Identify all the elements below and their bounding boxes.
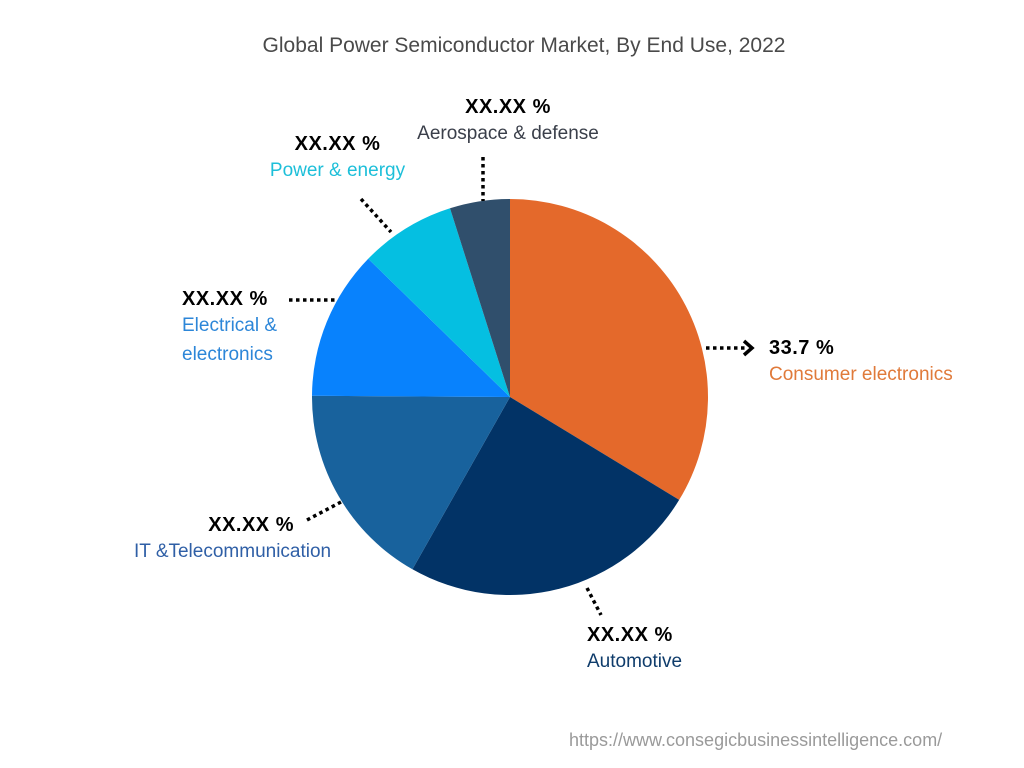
label-it-telecom: XX.XX % IT &Telecommunication	[134, 514, 354, 566]
value-automotive: XX.XX %	[587, 624, 673, 646]
name-consumer-electronics: Consumer electronics	[769, 364, 953, 385]
name-power-energy: Power & energy	[269, 160, 406, 181]
value-power-energy: XX.XX %	[294, 133, 381, 155]
value-electrical-electronics: XX.XX %	[182, 288, 268, 310]
label-electrical-electronics: XX.XX % Electrical & electronics	[182, 288, 277, 369]
arrow-consumer-icon	[742, 339, 755, 357]
label-consumer-electronics: 33.7 % Consumer electronics	[769, 337, 953, 389]
pie-slice-electrical-electronics	[312, 258, 510, 397]
name-electrical-line2: electronics	[182, 344, 273, 365]
pie-slice-power-energy	[368, 208, 510, 397]
name-it-telecom: IT &Telecommunication	[134, 541, 332, 562]
chart-title: Global Power Semiconductor Market, By En…	[262, 34, 786, 57]
source-watermark: https://www.consegicbusinessintelligence…	[569, 730, 943, 750]
pie-slices	[311, 199, 709, 596]
value-it-telecom: XX.XX %	[208, 514, 294, 536]
name-electrical-line1: Electrical &	[182, 315, 278, 336]
label-aerospace-defense: XX.XX % Aerospace & defense	[410, 96, 606, 148]
name-aerospace-defense: Aerospace & defense	[417, 123, 599, 144]
pie-slice-it-telecommunication	[311, 395, 510, 570]
pie-slice-consumer-electronics	[510, 199, 709, 500]
label-automotive: XX.XX % Automotive	[587, 624, 682, 676]
value-aerospace-defense: XX.XX %	[465, 96, 551, 118]
name-automotive: Automotive	[587, 651, 683, 672]
pie-slice-aerospace-defense	[450, 199, 510, 397]
label-power-energy: XX.XX % Power & energy	[265, 133, 410, 185]
pie-slice-automotive	[412, 397, 680, 596]
value-consumer-electronics: 33.7 %	[769, 337, 835, 359]
leader-lines	[289, 157, 755, 616]
leader-line-automotive	[585, 587, 603, 616]
leader-line-power	[359, 197, 393, 234]
